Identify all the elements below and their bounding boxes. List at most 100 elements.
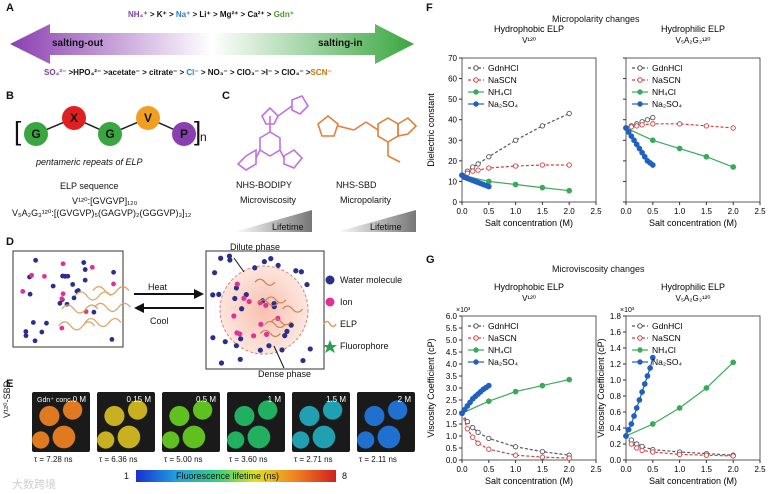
ion-item: > NO₃⁻ > ClO₃⁻ >I⁻ > ClO₄⁻ > (198, 68, 311, 77)
data-point (641, 153, 648, 160)
data-point (644, 117, 651, 123)
legend-marker (473, 101, 479, 107)
ion-item: Mg²⁺ (219, 10, 239, 19)
data-point (464, 426, 471, 432)
data-point (485, 398, 492, 405)
ion-item: > (264, 10, 274, 19)
water-molecule (233, 343, 239, 349)
water-molecule (238, 336, 244, 342)
phase-separation-diagram (12, 250, 337, 370)
ion-item: >HPO₄²⁻ >acetate⁻ > citrate⁻ > (66, 68, 187, 77)
data-point (625, 129, 632, 135)
panel-e-label: E (6, 378, 14, 390)
plot-frame (625, 315, 761, 461)
data-point (676, 405, 683, 411)
data-point (649, 162, 656, 168)
water-molecule (44, 320, 49, 326)
legend-label: Na₂SO₄ (652, 99, 682, 109)
lifetime-wedges (234, 210, 416, 232)
data-point (625, 426, 632, 433)
elp-chain (74, 291, 112, 301)
legend-fluorophore-label: Fluorophore (340, 341, 389, 351)
legend-marker (473, 347, 479, 353)
tile-lifetime-value: τ = 7.28 ns (34, 455, 73, 464)
y-tick-label: 0.2 (610, 440, 622, 449)
salting-out-label: salting-out (52, 38, 104, 49)
x-tick-label: 0.0 (620, 465, 632, 474)
data-point (650, 121, 656, 127)
legend-ion-dot (325, 297, 335, 307)
ion (263, 331, 270, 337)
chart-title: Hydrophobic ELP (494, 24, 564, 34)
data-point (649, 137, 656, 144)
data-point (539, 448, 546, 455)
data-point (634, 445, 640, 451)
heat-label: Heat (148, 282, 168, 292)
water-molecule (210, 292, 216, 298)
legend-label: NaSCN (488, 75, 517, 85)
elp-chain (58, 321, 96, 331)
water-molecule (232, 295, 238, 302)
chart-subtitle: V₅A₂G₃¹²⁰ (675, 36, 710, 45)
ion-item: SCN⁻ (310, 68, 332, 77)
data-point (730, 453, 736, 459)
legend-marker (637, 347, 643, 353)
y-tick-label: 2.0 (446, 408, 458, 417)
legend-label: NaSCN (488, 333, 517, 343)
elp-chain (282, 305, 304, 313)
water-molecule (81, 260, 87, 265)
legend-marker (473, 359, 479, 365)
x-tick-label: 2.5 (590, 465, 602, 474)
y-tick-label: 0.6 (610, 408, 622, 417)
y-tick-label: 0.5 (446, 444, 458, 453)
elp-chain (257, 299, 279, 307)
water-molecule (257, 347, 263, 353)
ion-item: > (210, 10, 220, 19)
water-molecule (293, 268, 299, 274)
flim-tile: 0.15 M (97, 392, 155, 452)
flim-tile: 0.5 M (162, 392, 220, 452)
x-tick-label: 0.0 (456, 465, 468, 474)
lifetime-label-2: Lifetime (370, 222, 402, 232)
legend-marker (637, 323, 643, 329)
x-tick-label: 0.5 (483, 465, 495, 474)
data-point (703, 123, 710, 129)
water-molecule (268, 256, 274, 262)
water-molecule (261, 259, 267, 265)
water-molecule (57, 300, 63, 306)
legend-ion-label: Ion (340, 297, 353, 307)
water-molecule (279, 347, 285, 353)
water-molecule (50, 283, 56, 289)
data-point (644, 373, 651, 379)
data-point (512, 452, 519, 458)
x-tick-label: 0.5 (647, 465, 659, 474)
water-molecule (275, 262, 281, 268)
dilute-box (12, 250, 124, 348)
ion-item: Li⁺ (199, 10, 211, 19)
gdn-conc-label: Gdn⁺ conc. (37, 397, 73, 404)
data-point (475, 167, 481, 173)
data-point (470, 434, 476, 440)
x-tick-label: 0.5 (483, 207, 495, 216)
elp-chain (61, 304, 99, 314)
chart-subtitle: V¹²⁰ (522, 294, 536, 303)
water-molecule (237, 356, 243, 362)
y-tick-label: 60 (448, 75, 457, 84)
y-tick-label: 6.0 (446, 312, 458, 321)
x-axis-label: Salt concentration (M) (485, 218, 573, 228)
water-molecule (239, 306, 245, 312)
salting-in-label: salting-in (318, 38, 363, 49)
data-point (628, 441, 635, 447)
water-molecule (298, 269, 304, 275)
cation-series: NH₄⁺ > K⁺ > Na⁺ > Li⁺ > Mg²⁺ > Ca²⁺ > Gd… (128, 10, 294, 19)
y-tick-label: 1.0 (446, 432, 458, 441)
microviscosity-label: Microviscosity (240, 195, 297, 205)
data-point (650, 449, 656, 455)
panel-g-title: Microviscosity changes (552, 264, 645, 274)
legend-label: Na₂SO₄ (488, 99, 518, 109)
ion (89, 264, 95, 270)
tile-lifetime-value: τ = 3.60 ns (229, 455, 268, 464)
flim-tile: 1 M (227, 392, 285, 452)
y-tick-label: 3.5 (446, 372, 458, 381)
tile-conc-label: 0 M (72, 395, 86, 404)
